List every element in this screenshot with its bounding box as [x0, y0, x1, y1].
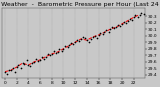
Point: [87, 41, 90, 43]
Point: [121, 23, 123, 25]
Point: [138, 14, 141, 15]
Point: [109, 28, 112, 30]
Point: [92, 36, 94, 38]
Point: [105, 30, 108, 31]
Point: [99, 32, 102, 34]
Point: [142, 13, 145, 15]
Point: [62, 48, 65, 49]
Point: [64, 45, 67, 47]
Point: [25, 60, 28, 61]
Point: [60, 50, 63, 51]
Point: [51, 53, 53, 55]
Point: [21, 62, 24, 64]
Point: [58, 49, 61, 50]
Point: [107, 31, 110, 32]
Point: [122, 21, 125, 23]
Point: [82, 36, 84, 38]
Point: [49, 55, 51, 56]
Point: [96, 37, 98, 38]
Point: [125, 23, 127, 24]
Point: [68, 45, 71, 46]
Point: [90, 38, 92, 40]
Point: [132, 17, 135, 18]
Point: [78, 40, 81, 42]
Point: [131, 19, 133, 21]
Point: [72, 43, 75, 45]
Point: [74, 41, 76, 43]
Point: [15, 66, 18, 68]
Point: [11, 68, 14, 69]
Point: [4, 71, 6, 72]
Point: [37, 60, 40, 62]
Point: [5, 73, 8, 74]
Point: [56, 51, 59, 53]
Point: [128, 18, 131, 19]
Point: [97, 34, 100, 36]
Point: [127, 20, 129, 21]
Point: [136, 16, 139, 17]
Point: [113, 28, 116, 29]
Point: [80, 38, 82, 40]
Point: [8, 69, 10, 70]
Point: [41, 57, 43, 58]
Point: [27, 64, 30, 66]
Point: [10, 70, 12, 71]
Point: [55, 52, 57, 53]
Point: [23, 64, 26, 65]
Point: [43, 58, 45, 59]
Point: [76, 39, 78, 41]
Title: Milwaukee Weather  -  Barometric Pressure per Hour (Last 24 Hours): Milwaukee Weather - Barometric Pressure …: [0, 2, 160, 7]
Point: [84, 38, 86, 39]
Point: [52, 51, 55, 52]
Point: [70, 43, 72, 44]
Point: [134, 15, 137, 16]
Point: [14, 72, 16, 73]
Point: [103, 32, 106, 33]
Point: [111, 26, 113, 28]
Point: [93, 35, 96, 36]
Point: [117, 24, 119, 26]
Point: [35, 58, 37, 60]
Point: [101, 34, 104, 35]
Point: [33, 61, 36, 62]
Point: [119, 26, 121, 27]
Point: [39, 59, 41, 61]
Point: [46, 53, 49, 55]
Point: [140, 12, 143, 13]
Point: [86, 39, 88, 41]
Point: [29, 66, 31, 67]
Point: [31, 62, 34, 64]
Point: [20, 68, 22, 69]
Point: [17, 64, 20, 66]
Point: [115, 26, 117, 28]
Point: [45, 56, 47, 57]
Point: [66, 47, 69, 48]
